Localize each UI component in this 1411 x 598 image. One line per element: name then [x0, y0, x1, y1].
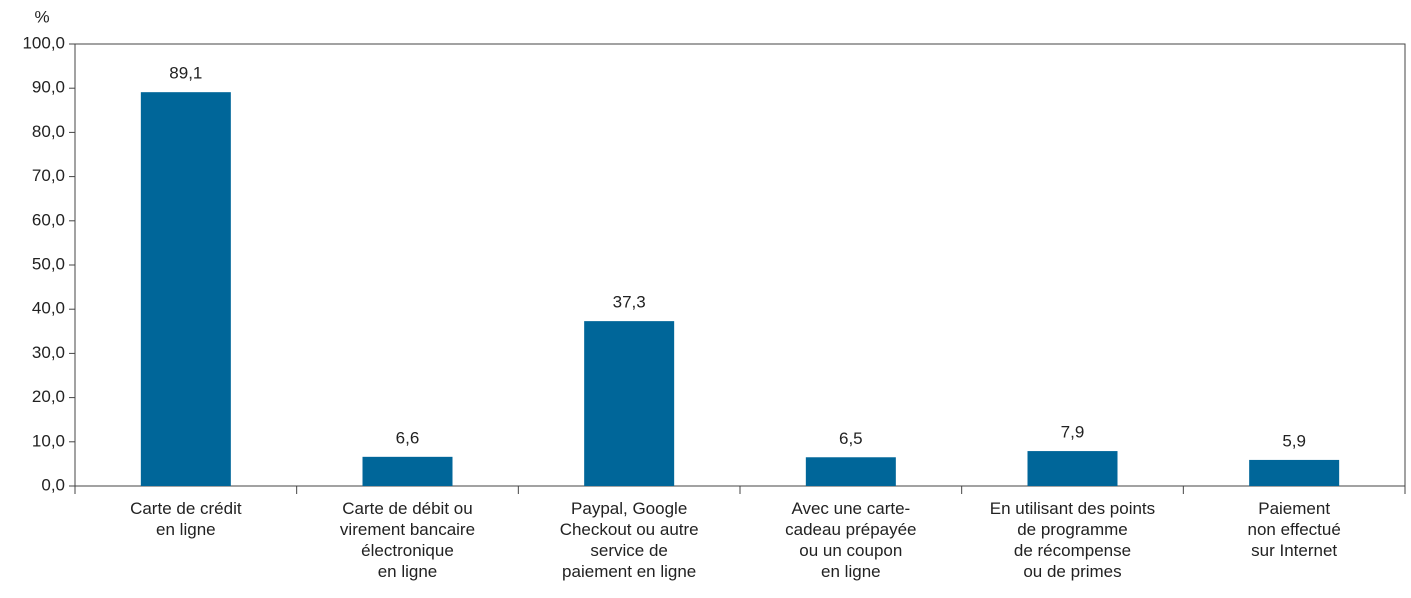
- y-axis-label: %: [34, 7, 49, 26]
- y-tick-label: 40,0: [32, 299, 65, 318]
- x-tick-label: Carte de débit ou virement bancaire élec…: [339, 499, 476, 581]
- y-tick-label: 70,0: [32, 166, 65, 185]
- bar: [140, 92, 231, 486]
- data-label: 6,6: [396, 428, 420, 447]
- data-label: 7,9: [1061, 423, 1085, 442]
- x-tick-label: Carte de crédit en ligne: [130, 499, 242, 539]
- data-label: 37,3: [613, 293, 646, 312]
- x-tick-label: Paypal, Google Checkout ou autre service…: [559, 499, 699, 581]
- y-tick-label: 60,0: [32, 210, 65, 229]
- data-label: 89,1: [169, 64, 202, 83]
- y-tick-label: 30,0: [32, 343, 65, 362]
- y-tick-label: 90,0: [32, 78, 65, 97]
- data-label: 6,5: [839, 429, 863, 448]
- y-tick-label: 20,0: [32, 387, 65, 406]
- bar: [362, 456, 453, 486]
- plot-frame: [74, 43, 1406, 487]
- y-tick-label: 0,0: [41, 475, 65, 494]
- x-tick-label: En utilisant des points de programme de …: [989, 499, 1156, 581]
- x-tick-label: Avec une carte- cadeau prépayée ou un co…: [785, 499, 917, 581]
- y-tick-label: 10,0: [32, 431, 65, 450]
- y-tick-label: 50,0: [32, 254, 65, 273]
- bar: [1249, 459, 1340, 486]
- bar: [1027, 451, 1118, 486]
- y-tick-label: 100,0: [22, 33, 65, 52]
- bar: [805, 457, 896, 486]
- x-tick-label: Paiement non effectué sur Internet: [1247, 499, 1341, 560]
- y-tick-label: 80,0: [32, 122, 65, 141]
- data-label: 5,9: [1282, 431, 1306, 450]
- bar: [584, 321, 675, 486]
